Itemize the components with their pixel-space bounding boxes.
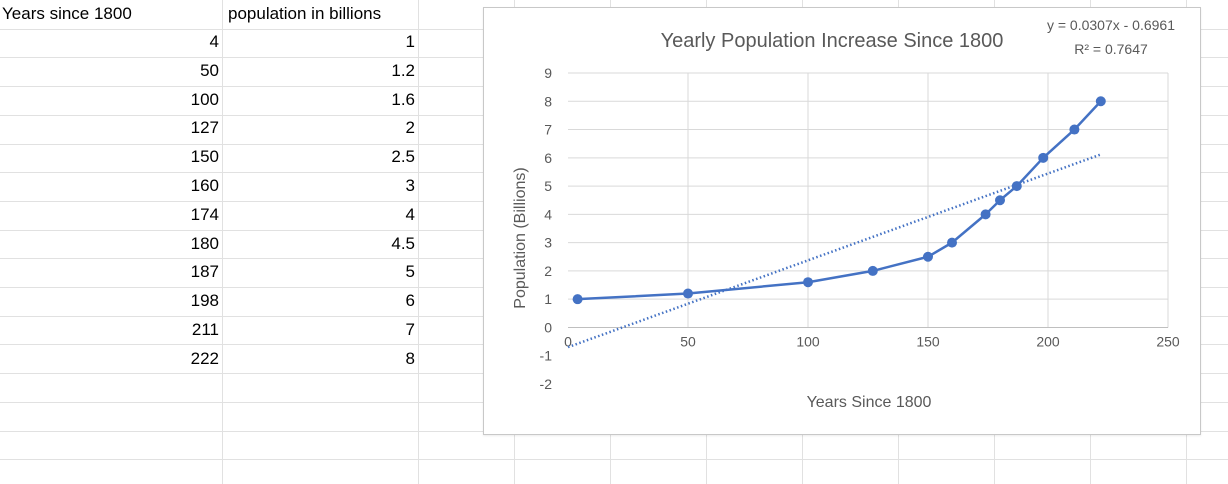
trendline-equation: y = 0.0307x - 0.6961: [1047, 17, 1175, 33]
cell-years[interactable]: 127: [190, 118, 219, 138]
y-tick-label: 7: [544, 122, 552, 138]
cell-population[interactable]: 4: [405, 204, 415, 224]
data-point[interactable]: [995, 195, 1005, 206]
y-tick-label: 5: [544, 178, 552, 194]
cell-population[interactable]: 7: [405, 320, 415, 339]
y-tick-label: 9: [544, 65, 552, 81]
cell-population[interactable]: 2: [405, 118, 415, 138]
y-tick-label: 6: [544, 150, 552, 166]
cell-population[interactable]: 8: [405, 348, 415, 368]
data-point[interactable]: [1069, 124, 1080, 135]
cell-years[interactable]: 187: [190, 262, 219, 282]
cell-population[interactable]: 4.5: [391, 233, 415, 253]
chart-ticks: -2 -1 0 1 2 3 4 5 6 7 8 9 0 50 100 150 200 250: [540, 65, 1180, 392]
cell-years[interactable]: 198: [190, 291, 219, 311]
x-tick-label: 200: [1036, 333, 1060, 349]
x-tick-label: 250: [1156, 333, 1180, 349]
cell-population[interactable]: 1: [405, 32, 415, 51]
x-tick-label: 50: [680, 333, 696, 349]
cell-years[interactable]: 4: [209, 32, 219, 51]
data-point[interactable]: [923, 251, 933, 262]
x-tick-label: 0: [564, 333, 572, 349]
data-point[interactable]: [1095, 96, 1106, 107]
data-point[interactable]: [683, 288, 693, 299]
data-point[interactable]: [947, 237, 957, 248]
x-tick-label: 150: [916, 333, 940, 349]
y-tick-label: 1: [544, 291, 552, 307]
cell-population[interactable]: 6: [405, 291, 415, 311]
cell-population[interactable]: 1.6: [391, 89, 415, 109]
data-point[interactable]: [803, 277, 813, 288]
chart-container[interactable]: -2 -1 0 1 2 3 4 5 6 7 8 9 0 50 100 150 200 250 Yearly Pop…: [483, 7, 1201, 435]
column-header-years[interactable]: Years since 1800: [2, 4, 132, 23]
data-point[interactable]: [867, 265, 878, 276]
cell-years[interactable]: 100: [190, 89, 219, 109]
column-header-population[interactable]: population in billions: [228, 4, 382, 23]
y-tick-label: -1: [540, 348, 553, 364]
x-tick-label: 100: [796, 333, 820, 349]
data-point[interactable]: [1038, 152, 1049, 163]
cell-years[interactable]: 222: [190, 348, 219, 368]
y-tick-label: 0: [544, 319, 552, 335]
series-line[interactable]: [577, 100, 1102, 301]
cell-population[interactable]: 1.2: [391, 60, 415, 80]
y-tick-label: 3: [544, 235, 552, 251]
y-tick-label: -2: [540, 376, 553, 392]
data-point[interactable]: [1011, 181, 1022, 192]
chart-svg: -2 -1 0 1 2 3 4 5 6 7 8 9 0 50 100 150 200 250 Yearly Pop…: [512, 17, 1180, 411]
x-axis-title: Years Since 1800: [807, 394, 932, 411]
cell-years[interactable]: 211: [191, 320, 219, 339]
cell-years[interactable]: 174: [190, 204, 219, 224]
cell-population[interactable]: 5: [405, 262, 415, 282]
cell-population[interactable]: 3: [405, 176, 415, 195]
y-axis-title: Population (Billions): [512, 167, 529, 308]
series-group: [572, 96, 1106, 305]
data-point[interactable]: [980, 209, 991, 220]
cell-years[interactable]: 160: [190, 176, 219, 195]
cell-years[interactable]: 150: [190, 147, 219, 167]
y-tick-label: 4: [544, 206, 552, 222]
trendline-r-squared: R² = 0.7647: [1074, 41, 1148, 57]
cell-years[interactable]: 50: [200, 60, 219, 80]
cell-population[interactable]: 2.5: [391, 147, 415, 167]
data-point[interactable]: [572, 294, 583, 305]
cell-years[interactable]: 180: [190, 233, 219, 253]
chart-gridlines: [568, 72, 1169, 328]
y-tick-label: 8: [544, 93, 552, 109]
y-tick-label: 2: [544, 263, 552, 279]
chart-title: Yearly Population Increase Since 1800: [661, 30, 1004, 52]
